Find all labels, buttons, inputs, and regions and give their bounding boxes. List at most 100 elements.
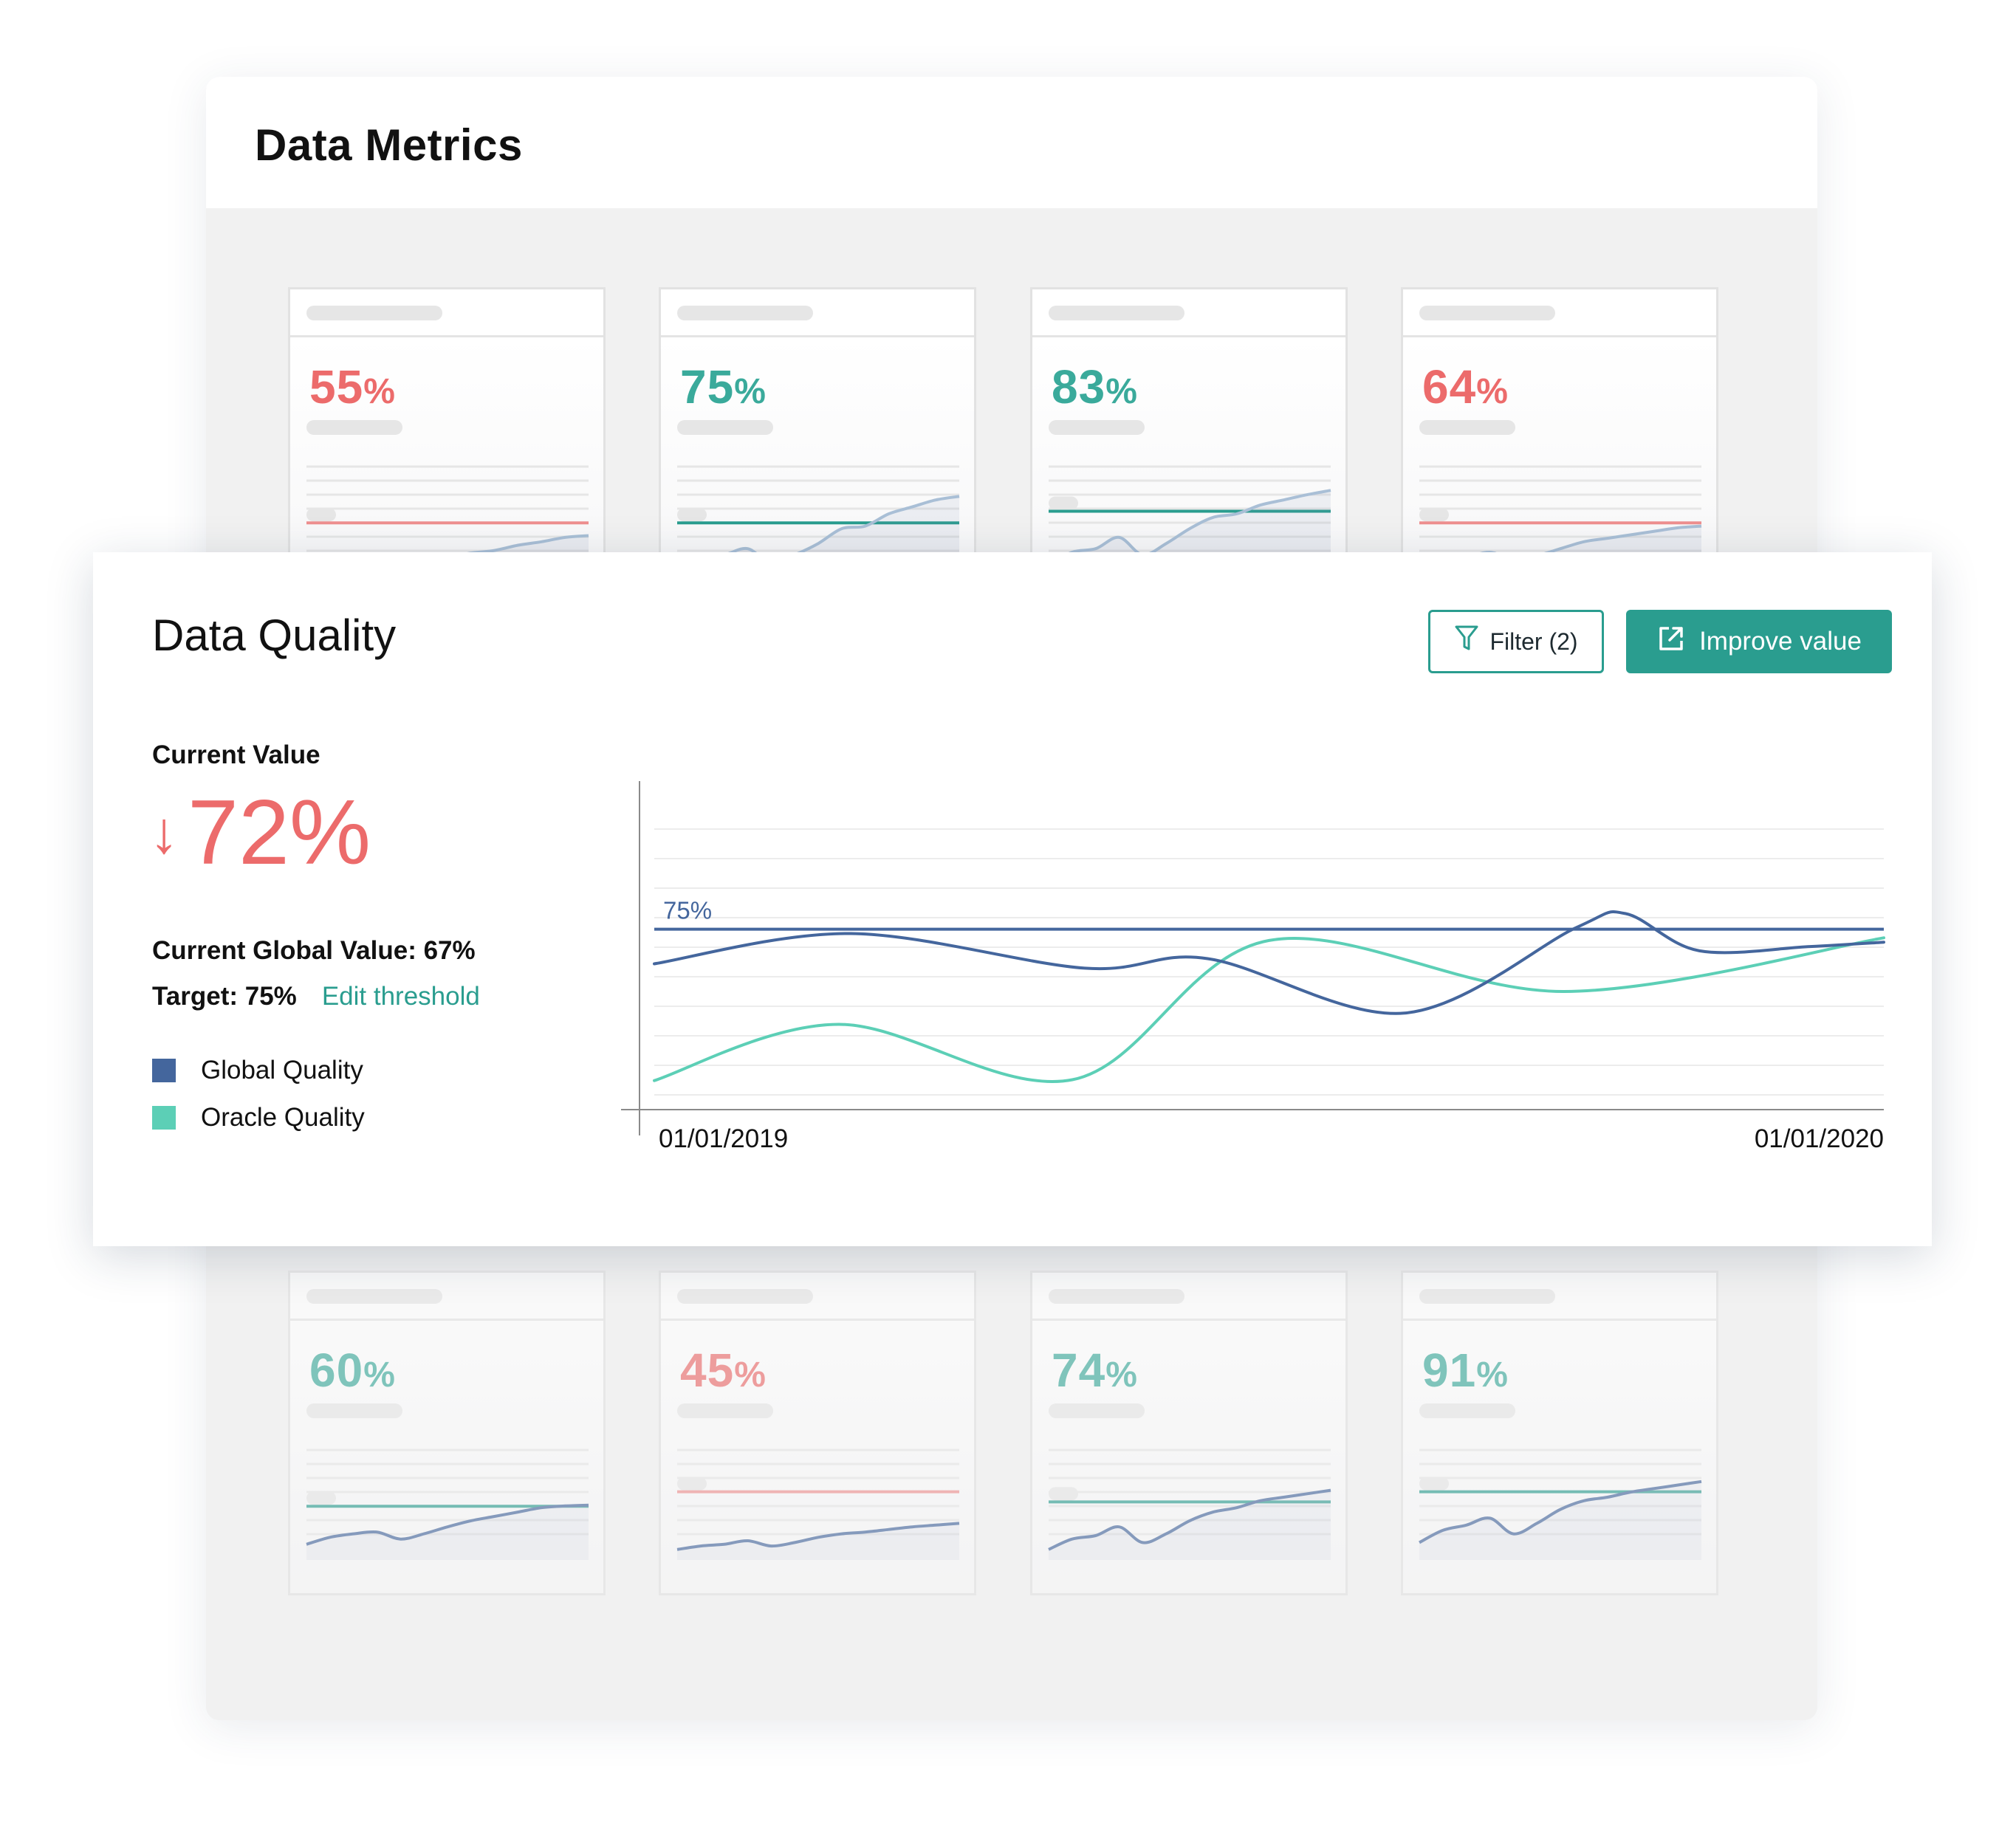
sparkline bbox=[1419, 1479, 1702, 1544]
legend-label: Global Quality bbox=[201, 1056, 363, 1085]
metric-card-body: 45% bbox=[661, 1321, 974, 1593]
improve-value-button[interactable]: Improve value bbox=[1626, 610, 1892, 673]
title-placeholder bbox=[1049, 1289, 1184, 1304]
global-quality-series-line bbox=[653, 910, 1885, 1015]
metric-sparkline-chart bbox=[1048, 1448, 1331, 1560]
metric-number: 60 bbox=[309, 1344, 364, 1397]
subtitle-placeholder bbox=[677, 1403, 773, 1418]
metric-value: 64% bbox=[1422, 360, 1509, 414]
metric-card[interactable]: 91% bbox=[1401, 1271, 1718, 1595]
subtitle-placeholder bbox=[1419, 420, 1515, 435]
threshold-label: 75% bbox=[663, 897, 712, 924]
label-placeholder bbox=[306, 508, 336, 522]
metric-card[interactable]: 60% bbox=[288, 1271, 606, 1595]
metric-card-header bbox=[1403, 1273, 1716, 1321]
metric-unit: % bbox=[1476, 372, 1509, 411]
metric-number: 74 bbox=[1052, 1344, 1106, 1397]
x-tick-label-start: 01/01/2019 bbox=[659, 1124, 788, 1153]
sparkline bbox=[306, 1503, 589, 1546]
data-quality-card: Data Quality Filter (2) Improve value Cu… bbox=[93, 552, 1932, 1246]
title-placeholder bbox=[677, 306, 813, 320]
metric-card-header bbox=[661, 289, 974, 337]
title-placeholder bbox=[1419, 306, 1555, 320]
metric-number: 83 bbox=[1052, 360, 1106, 413]
card-title: Data Quality bbox=[152, 611, 397, 660]
target-value: Target: 75% bbox=[152, 982, 297, 1011]
metric-card-header bbox=[661, 1273, 974, 1321]
metric-number: 75 bbox=[680, 360, 735, 413]
metric-unit: % bbox=[363, 372, 396, 411]
label-placeholder bbox=[306, 1491, 336, 1505]
down-arrow-icon: ↓ bbox=[149, 800, 179, 865]
metric-card-body: 91% bbox=[1403, 1321, 1716, 1593]
subtitle-placeholder bbox=[1049, 420, 1145, 435]
title-placeholder bbox=[306, 306, 442, 320]
metric-unit: % bbox=[1476, 1355, 1509, 1395]
sparkline-area bbox=[1049, 1490, 1331, 1560]
external-link-icon bbox=[1656, 624, 1686, 660]
metric-number: 45 bbox=[680, 1344, 735, 1397]
sparkline bbox=[1048, 1488, 1331, 1551]
current-global-value: Current Global Value: 67% bbox=[152, 936, 476, 965]
sparkline bbox=[676, 1522, 960, 1551]
filter-funnel-icon bbox=[1454, 625, 1479, 659]
metric-unit: % bbox=[1105, 1355, 1138, 1395]
metric-number: 55 bbox=[309, 360, 364, 413]
label-placeholder bbox=[1419, 508, 1449, 522]
legend-swatch-oracle bbox=[152, 1106, 176, 1130]
metric-value: 45% bbox=[680, 1343, 767, 1398]
metric-card-header bbox=[290, 1273, 603, 1321]
filter-button[interactable]: Filter (2) bbox=[1428, 610, 1604, 673]
metric-card-header bbox=[1032, 289, 1345, 337]
data-metrics-window: Data Metrics 55% 75% 83% 64% 60% 45% 74% 91% bbox=[206, 77, 1817, 1720]
legend-item-global-quality: Global Quality bbox=[152, 1056, 363, 1085]
subtitle-placeholder bbox=[677, 420, 773, 435]
title-placeholder bbox=[1049, 306, 1184, 320]
subtitle-placeholder bbox=[306, 1403, 402, 1418]
current-value: 72% bbox=[188, 782, 371, 884]
label-placeholder bbox=[1049, 1487, 1078, 1501]
title-placeholder bbox=[1419, 1289, 1555, 1304]
label-placeholder bbox=[677, 1477, 707, 1491]
metric-card-header bbox=[1032, 1273, 1345, 1321]
label-placeholder bbox=[677, 508, 707, 522]
metric-value: 75% bbox=[680, 360, 767, 414]
metric-unit: % bbox=[734, 372, 767, 411]
subtitle-placeholder bbox=[306, 420, 402, 435]
metric-value: 83% bbox=[1052, 360, 1138, 414]
metric-sparkline-chart bbox=[676, 1448, 960, 1560]
subtitle-placeholder bbox=[1419, 1403, 1515, 1418]
title-placeholder bbox=[306, 1289, 442, 1304]
sparkline-area bbox=[1419, 1481, 1701, 1560]
data-metrics-header: Data Metrics bbox=[206, 77, 1817, 208]
metric-value: 55% bbox=[309, 360, 396, 414]
current-value-label: Current Value bbox=[152, 740, 320, 769]
current-value-display: ↓ 72% bbox=[149, 787, 371, 879]
legend-swatch-global bbox=[152, 1059, 176, 1082]
edit-threshold-link[interactable]: Edit threshold bbox=[321, 982, 480, 1011]
metric-value: 91% bbox=[1422, 1343, 1509, 1398]
metric-unit: % bbox=[363, 1355, 396, 1395]
sparkline-area bbox=[677, 1523, 959, 1560]
filter-button-label: Filter (2) bbox=[1489, 628, 1578, 655]
metric-card-header bbox=[1403, 289, 1716, 337]
target-row: Target: 75% Edit threshold bbox=[152, 982, 480, 1011]
sparkline bbox=[1047, 489, 1331, 568]
metric-card-header bbox=[290, 289, 603, 337]
metric-value: 74% bbox=[1052, 1343, 1138, 1398]
title-placeholder bbox=[677, 1289, 813, 1304]
metric-sparkline-chart bbox=[1419, 1448, 1702, 1560]
legend-label: Oracle Quality bbox=[201, 1103, 365, 1132]
sparkline-area bbox=[306, 1505, 589, 1560]
oracle-quality-series-line bbox=[653, 936, 1885, 1083]
improve-value-label: Improve value bbox=[1699, 627, 1862, 656]
metric-card-body: 74% bbox=[1032, 1321, 1345, 1593]
metric-number: 91 bbox=[1422, 1344, 1477, 1397]
metric-card[interactable]: 74% bbox=[1030, 1271, 1348, 1595]
page-title: Data Metrics bbox=[255, 120, 523, 170]
metric-unit: % bbox=[1105, 372, 1138, 411]
metric-card[interactable]: 45% bbox=[659, 1271, 976, 1595]
label-placeholder bbox=[1049, 496, 1078, 510]
metric-sparkline-chart bbox=[306, 1448, 589, 1560]
metric-card-body: 60% bbox=[290, 1321, 603, 1593]
